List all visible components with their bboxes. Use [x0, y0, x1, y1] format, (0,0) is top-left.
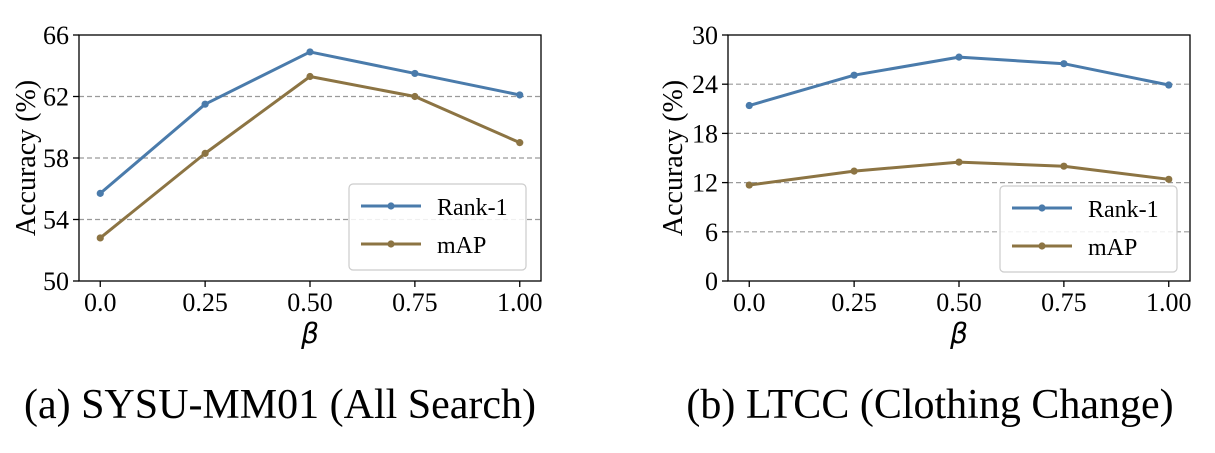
legend-marker	[387, 240, 395, 248]
y-tick-label: 54	[43, 206, 69, 235]
legend-label: Rank-1	[1088, 197, 1159, 223]
data-point-rank-1	[411, 69, 419, 78]
y-tick-label: 30	[692, 21, 718, 50]
data-point-rank-1	[955, 53, 963, 61]
data-point-map	[1060, 162, 1068, 170]
y-tick-label: 18	[692, 119, 718, 148]
x-tick-label: 0.0	[733, 288, 766, 317]
y-tick-label: 50	[43, 267, 69, 296]
y-axis-label: Accuracy (%)	[11, 80, 42, 236]
legend-marker	[1038, 204, 1046, 212]
chart-a: 50 54 58 62 66 0.0 0.25 0.50 0.75 1.00 Accuracy (%…	[11, 21, 542, 428]
chart-b: 0 6 12 18 24 30 0.0 0.25 0.50 0.75 1.00 Accuracy (%…	[658, 21, 1191, 428]
data-point-map	[516, 139, 524, 147]
legend-marker	[387, 202, 395, 210]
data-point-map	[1165, 175, 1173, 183]
legend-label: mAP	[437, 233, 486, 259]
data-point-map	[201, 149, 209, 157]
x-axis-label: β	[949, 317, 968, 350]
x-tick-label: 0.0	[84, 288, 117, 317]
x-tick-label: 1.00	[497, 288, 543, 317]
x-tick-label: 0.75	[392, 288, 438, 317]
y-tick-label: 66	[43, 21, 69, 50]
x-tick-label: 0.25	[182, 288, 228, 317]
y-tick-label: 12	[692, 169, 718, 198]
data-point-rank-1	[745, 101, 753, 110]
legend-label: mAP	[1088, 235, 1137, 261]
x-tick-label: 0.75	[1041, 288, 1087, 317]
data-point-map	[850, 167, 858, 175]
y-tick-label: 62	[43, 83, 69, 112]
x-tick-label: 0.50	[936, 288, 982, 317]
x-tick-label: 0.50	[287, 288, 333, 317]
legend-marker	[1038, 242, 1046, 250]
chart-caption: (b) LTCC (Clothing Change)	[686, 382, 1173, 428]
data-point-rank-1	[516, 91, 524, 99]
x-tick-label: 1.00	[1146, 288, 1192, 317]
legend: Rank-1 mAP	[999, 185, 1178, 273]
series-line-rank-1	[748, 55, 1170, 107]
data-point-map	[745, 181, 753, 189]
x-tick-label: 0.25	[831, 288, 877, 317]
y-tick-label: 0	[705, 267, 718, 296]
data-point-map	[411, 92, 419, 101]
data-point-map	[955, 158, 963, 166]
y-tick-label: 24	[692, 70, 718, 99]
x-axis-label: β	[300, 317, 319, 350]
data-point-rank-1	[1060, 60, 1068, 68]
y-axis-label: Accuracy (%)	[658, 80, 689, 236]
data-point-rank-1	[306, 48, 314, 56]
y-tick-label: 6	[705, 218, 718, 247]
legend: Rank-1 mAP	[348, 183, 527, 271]
data-point-map	[306, 72, 314, 81]
legend-label: Rank-1	[437, 195, 508, 221]
data-point-rank-1	[201, 100, 209, 108]
chart-caption: (a) SYSU-MM01 (All Search)	[24, 382, 536, 428]
data-point-rank-1	[1165, 81, 1173, 89]
data-point-rank-1	[850, 71, 858, 79]
y-tick-label: 58	[43, 144, 69, 173]
data-point-map	[96, 234, 104, 242]
data-point-rank-1	[96, 189, 104, 197]
